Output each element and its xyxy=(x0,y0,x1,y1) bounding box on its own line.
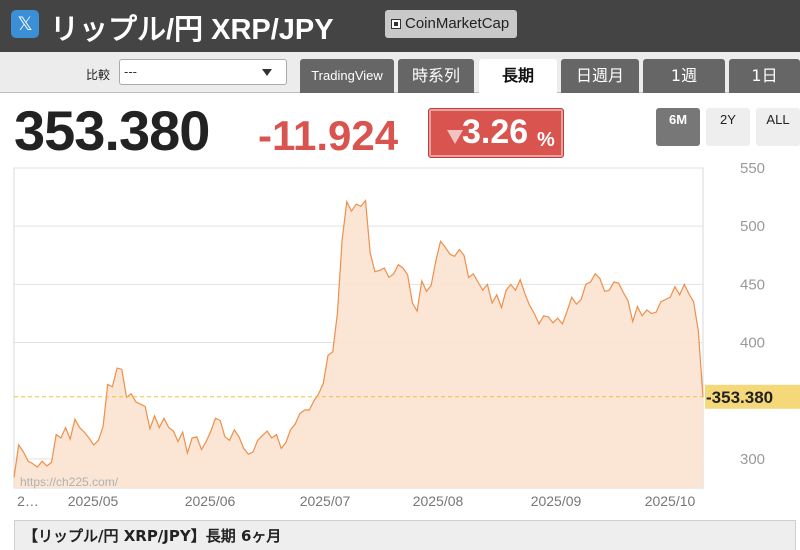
x-tick-label: 2025/08 xyxy=(413,493,464,509)
current-price: 353.380 xyxy=(14,99,210,162)
y-axis: 550 500 450 400 300 xyxy=(740,160,765,468)
watermark: https://ch225.com/ xyxy=(20,475,119,489)
external-link-icon xyxy=(391,19,401,29)
compare-select-value: --- xyxy=(124,65,137,79)
tab-1week[interactable]: 1週 xyxy=(643,59,725,93)
tab-bar: 比較 --- TradingView 時系列 長期 日週月 1週 1日 xyxy=(0,52,800,94)
x-tick-label: 2025/05 xyxy=(68,493,119,509)
percent-sign: % xyxy=(537,129,555,151)
compare-select[interactable]: --- xyxy=(119,59,287,85)
chart-caption: 【リップル/円 XRP/JPY】長期 6ヶ月 xyxy=(14,520,796,550)
current-price-marker: -353.380 xyxy=(705,384,800,409)
x-axis: 2… 2025/05 2025/06 2025/07 2025/08 2025/09 202… xyxy=(17,493,695,509)
y-tick-label: 500 xyxy=(740,218,765,235)
x-tick-label: 2025/10 xyxy=(645,493,696,509)
compare-label: 比較 xyxy=(86,68,111,82)
down-triangle-icon xyxy=(447,130,463,144)
app-header: 𝕏 リップル/円 XRP/JPY CoinMarketCap xyxy=(0,0,800,52)
percent-change-value: 3.26 xyxy=(462,113,529,151)
page-title: リップル/円 XRP/JPY xyxy=(50,14,334,46)
range-all-button[interactable]: ALL xyxy=(756,108,800,146)
current-price-tag-label: -353.380 xyxy=(706,388,773,407)
x-tick-label: 2… xyxy=(17,493,39,509)
tab-tradingview[interactable]: TradingView xyxy=(300,59,394,93)
price-change: -11.924 xyxy=(258,112,399,159)
price-line xyxy=(13,199,704,478)
y-tick-label: 550 xyxy=(740,160,765,177)
y-tick-label: 450 xyxy=(740,276,765,293)
tab-timeseries[interactable]: 時系列 xyxy=(398,59,474,93)
x-share-icon[interactable]: 𝕏 xyxy=(11,10,39,38)
coinmarketcap-label: CoinMarketCap xyxy=(405,15,510,32)
chevron-down-icon xyxy=(262,69,272,76)
x-tick-label: 2025/07 xyxy=(300,493,351,509)
x-tick-label: 2025/09 xyxy=(531,493,582,509)
tab-1day[interactable]: 1日 xyxy=(729,59,800,93)
coinmarketcap-link[interactable]: CoinMarketCap xyxy=(385,10,518,38)
tab-longterm[interactable]: 長期 xyxy=(479,59,557,94)
tab-day-week-month[interactable]: 日週月 xyxy=(561,59,639,93)
range-6m-button[interactable]: 6M xyxy=(656,108,700,146)
range-2y-button[interactable]: 2Y xyxy=(706,108,750,146)
y-tick-label: 300 xyxy=(740,451,765,468)
current-price-tag xyxy=(705,384,800,409)
percent-change-badge: 3.26 % xyxy=(428,108,564,158)
y-tick-label: 400 xyxy=(740,335,765,352)
x-tick-label: 2025/06 xyxy=(185,493,236,509)
price-area-fill xyxy=(14,200,703,488)
